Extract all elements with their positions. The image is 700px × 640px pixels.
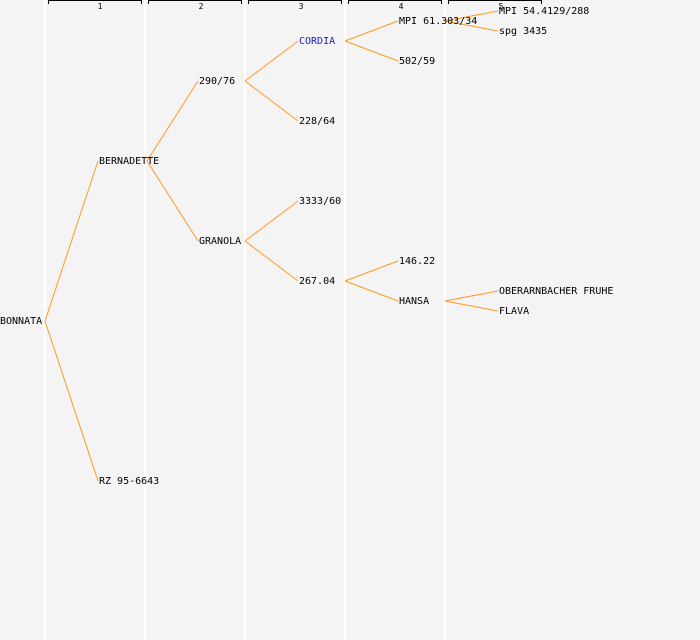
generation-label-1: 1 bbox=[97, 2, 103, 11]
node-502-59[interactable]: 502/59 bbox=[399, 56, 436, 67]
edge-hansa-flava bbox=[444, 300, 499, 312]
edge-bonnata-rz bbox=[44, 320, 99, 482]
generation-label-4: 4 bbox=[398, 2, 404, 11]
edge-290-cordia bbox=[244, 40, 299, 82]
node-bonnata[interactable]: BONNATA bbox=[0, 316, 43, 327]
node-granola[interactable]: GRANOLA bbox=[199, 236, 242, 247]
node-228-64[interactable]: 228/64 bbox=[299, 116, 336, 127]
edge-granola-3333 bbox=[244, 200, 299, 242]
edge-bonnata-bernadette bbox=[44, 160, 99, 322]
edge-267-146 bbox=[344, 260, 399, 282]
edge-cordia-502 bbox=[344, 40, 399, 62]
node-mpi-61[interactable]: MPI 61.303/34 bbox=[399, 16, 478, 27]
column-divider bbox=[144, 0, 146, 640]
generation-bracket bbox=[448, 0, 542, 4]
generation-label-2: 2 bbox=[198, 2, 204, 11]
generation-label-3: 3 bbox=[298, 2, 304, 11]
edge-granola-267 bbox=[244, 240, 299, 282]
generation-label-5: 5 bbox=[498, 2, 504, 11]
generation-bracket bbox=[348, 0, 442, 4]
edge-bernadette-290 bbox=[146, 80, 199, 162]
edge-bernadette-granola bbox=[146, 160, 199, 242]
edge-267-hansa bbox=[344, 280, 399, 302]
node-bernadette[interactable]: BERNADETTE bbox=[99, 156, 160, 167]
node-hansa[interactable]: HANSA bbox=[399, 296, 430, 307]
column-divider bbox=[444, 0, 446, 640]
edge-hansa-ober bbox=[444, 290, 499, 302]
node-146-22[interactable]: 146.22 bbox=[399, 256, 436, 267]
node-mpi-54[interactable]: MPI 54.4129/288 bbox=[499, 6, 590, 17]
node-oberarnbacher-fruhe[interactable]: OBERARNBACHER FRUHE bbox=[499, 286, 614, 297]
edge-mpi61-spg bbox=[444, 20, 499, 32]
node-cordia-link[interactable]: CORDIA bbox=[299, 36, 336, 47]
column-divider bbox=[344, 0, 346, 640]
generation-bracket bbox=[148, 0, 242, 4]
node-spg-3435[interactable]: spg 3435 bbox=[499, 26, 548, 37]
node-3333-60[interactable]: 3333/60 bbox=[299, 196, 342, 207]
node-267-04[interactable]: 267.04 bbox=[299, 276, 336, 287]
node-290-76[interactable]: 290/76 bbox=[199, 76, 236, 87]
node-rz-95-6643[interactable]: RZ 95-6643 bbox=[99, 476, 160, 487]
node-flava[interactable]: FLAVA bbox=[499, 306, 530, 317]
edge-cordia-mpi61 bbox=[344, 20, 399, 42]
generation-bracket bbox=[48, 0, 142, 4]
edge-290-228 bbox=[244, 80, 299, 122]
edge-mpi61-mpi54 bbox=[444, 10, 499, 22]
edge-group bbox=[44, 10, 499, 482]
column-divider bbox=[244, 0, 246, 640]
generation-bracket bbox=[248, 0, 342, 4]
